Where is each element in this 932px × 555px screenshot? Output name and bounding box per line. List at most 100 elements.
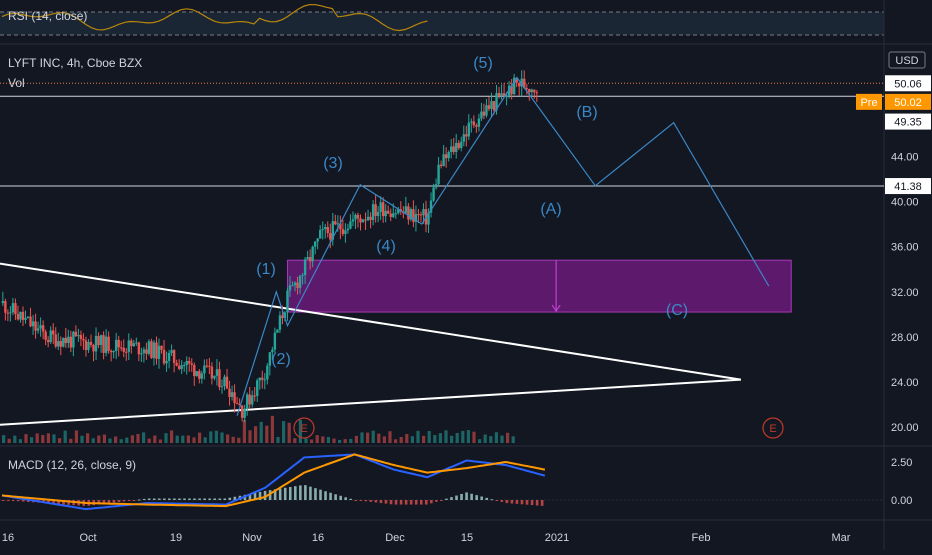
candle-body bbox=[472, 121, 476, 126]
candle-body bbox=[104, 336, 108, 353]
candle-body bbox=[4, 300, 7, 313]
time-tick: 16 bbox=[312, 532, 324, 544]
candle-body bbox=[326, 227, 329, 234]
candle-body bbox=[130, 340, 133, 347]
candle-body bbox=[263, 379, 266, 381]
macd-histogram-bar bbox=[47, 500, 50, 504]
volume-bar bbox=[276, 437, 280, 443]
volume-bar bbox=[153, 435, 157, 443]
level-value-1: 49.35 bbox=[894, 117, 922, 129]
candle-body bbox=[427, 212, 430, 225]
candle-body bbox=[530, 89, 533, 93]
candle-body bbox=[120, 347, 123, 349]
candle-body bbox=[306, 257, 309, 260]
candle-body bbox=[321, 229, 324, 231]
candle-body bbox=[288, 285, 292, 291]
candle-body bbox=[19, 311, 22, 320]
volume-bar bbox=[80, 435, 84, 443]
price-axis[interactable]: 20.00 24.00 28.00 32.00 36.00 40.00 44.00 USD 50… bbox=[856, 51, 931, 507]
macd-histogram-bar bbox=[435, 500, 438, 502]
candle-body bbox=[205, 365, 209, 367]
macd-line bbox=[1, 453, 546, 511]
candle-body bbox=[36, 328, 40, 331]
candle-body bbox=[31, 321, 35, 327]
volume-bar bbox=[461, 430, 465, 443]
currency-badge bbox=[888, 51, 926, 69]
price-tick: 36.00 bbox=[891, 242, 919, 254]
candle-body bbox=[303, 259, 307, 276]
rsi-line bbox=[1, 3, 428, 32]
symbol-title[interactable]: LYFT INC, 4h, Cboe BZX bbox=[8, 56, 143, 70]
candle-body bbox=[87, 341, 90, 351]
volume-bar bbox=[410, 436, 414, 443]
candle-body bbox=[356, 214, 360, 219]
candle-body bbox=[407, 206, 410, 220]
candle-body bbox=[324, 227, 327, 230]
candle-body bbox=[41, 325, 45, 332]
macd-histogram-bar bbox=[218, 498, 222, 500]
candle-body bbox=[218, 369, 221, 388]
candle-body bbox=[397, 209, 400, 214]
candle-body bbox=[535, 92, 539, 94]
candle-body bbox=[487, 105, 491, 109]
candle-body bbox=[510, 85, 513, 95]
macd-histogram-bar bbox=[223, 498, 227, 500]
volume-bar bbox=[147, 438, 151, 443]
macd-histogram-bar bbox=[384, 500, 388, 504]
macd-histogram-bar bbox=[117, 500, 121, 503]
candle-body bbox=[127, 340, 130, 352]
candle-body bbox=[437, 164, 440, 185]
time-tick: 19 bbox=[170, 532, 182, 544]
volume-bar bbox=[444, 430, 448, 443]
candle-body bbox=[240, 405, 244, 418]
candle-body bbox=[291, 285, 294, 287]
rsi-pane[interactable] bbox=[0, 3, 884, 36]
candle-body bbox=[64, 337, 68, 344]
volume-bar bbox=[450, 435, 454, 443]
candle-body bbox=[170, 350, 173, 354]
candle-body bbox=[349, 221, 352, 229]
price-tick: 20.00 bbox=[891, 422, 919, 434]
candle-body bbox=[449, 146, 453, 153]
candle-body bbox=[298, 276, 302, 289]
volume-bar bbox=[46, 433, 50, 443]
volume-bar bbox=[58, 438, 62, 443]
macd-histogram-bar bbox=[173, 498, 176, 500]
macd-histogram-bar bbox=[142, 498, 146, 500]
macd-histogram-bar bbox=[6, 500, 10, 501]
macd-histogram-bar bbox=[152, 498, 156, 500]
earnings-marker bbox=[762, 417, 784, 439]
candle-body bbox=[16, 314, 20, 320]
earnings-marker-label: E bbox=[300, 423, 307, 435]
candle-body bbox=[253, 395, 256, 397]
volume-bar bbox=[438, 433, 442, 443]
time-axis[interactable]: 16 Oct 19 Nov 16 Dec 15 2021 Feb Mar bbox=[2, 532, 851, 544]
volume-bar bbox=[237, 437, 241, 443]
macd-histogram-bar bbox=[97, 500, 101, 505]
candle-body bbox=[238, 403, 241, 406]
candle-body bbox=[452, 146, 455, 152]
volume-bar bbox=[186, 435, 190, 443]
pre-price-badge bbox=[885, 93, 931, 110]
candle-body bbox=[9, 312, 12, 314]
volume-bar bbox=[231, 436, 235, 443]
volume-bar bbox=[136, 434, 140, 443]
macd-pane[interactable] bbox=[0, 453, 884, 511]
candle-body bbox=[213, 375, 216, 379]
macd-histogram-bar bbox=[329, 492, 332, 500]
candle-body bbox=[394, 213, 397, 215]
volume-bar bbox=[209, 431, 213, 443]
macd-histogram-bar bbox=[283, 487, 287, 500]
volume-bar bbox=[265, 425, 269, 443]
candle-body bbox=[387, 210, 390, 214]
volume-bar bbox=[242, 419, 246, 443]
candle-body bbox=[46, 339, 50, 343]
macd-tick: 2.50 bbox=[891, 457, 912, 469]
macd-histogram-bar bbox=[389, 500, 393, 505]
candle-body bbox=[366, 216, 370, 221]
volume-bar bbox=[332, 438, 336, 443]
macd-histogram-bar bbox=[414, 500, 418, 505]
